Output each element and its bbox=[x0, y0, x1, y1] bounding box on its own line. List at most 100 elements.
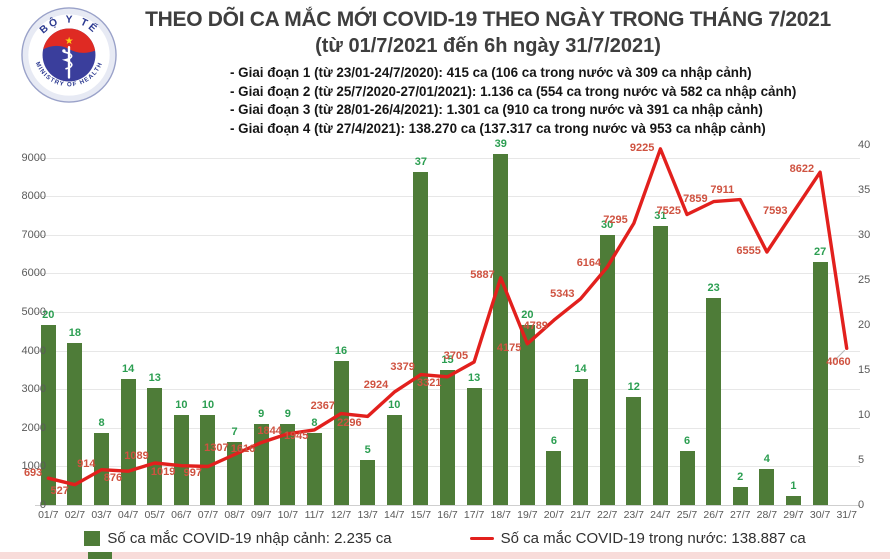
line-value-label: 3321 bbox=[417, 377, 442, 390]
bar-value-label: 27 bbox=[813, 246, 827, 258]
bar-18/7 bbox=[493, 154, 509, 505]
x-axis-tick: 21/7 bbox=[570, 509, 591, 521]
bar-30/7 bbox=[812, 262, 828, 505]
y-axis-tick-right: 5 bbox=[858, 454, 865, 466]
bar-value-label: 12 bbox=[627, 381, 640, 393]
plot-area: 20 18 8 14 13 10 10 7 9 9 8 16 5 10 37 15 13 39 20 6 14 30 12 3… bbox=[24, 138, 860, 506]
bottom-banner-green-box bbox=[88, 552, 112, 559]
y-axis-tick-left: 6000 bbox=[21, 267, 46, 280]
line-value-label: 2924 bbox=[363, 378, 389, 391]
line-value-label: 5887 bbox=[470, 269, 495, 282]
bar-value-label: 13 bbox=[467, 372, 481, 384]
x-axis-tick: 10/7 bbox=[277, 509, 299, 521]
line-value-label: 2296 bbox=[337, 416, 362, 429]
bar-23/7 bbox=[626, 397, 642, 505]
bar-value-label: 31 bbox=[654, 210, 667, 222]
bar-value-label: 9 bbox=[258, 408, 265, 420]
y-axis-tick-left: 3000 bbox=[21, 383, 46, 396]
bar-16/7 bbox=[440, 370, 455, 505]
grid-line bbox=[35, 311, 860, 313]
y-axis-tick-right: 35 bbox=[858, 184, 871, 196]
y-axis-tick-right: 25 bbox=[858, 274, 871, 286]
x-axis-tick: 06/7 bbox=[171, 509, 192, 521]
page-subtitle: (từ 01/7/2021 đến 6h ngày 31/7/2021) bbox=[315, 35, 661, 57]
line-value-label: 1089 bbox=[124, 450, 149, 463]
x-axis-tick: 26/7 bbox=[703, 509, 724, 521]
line-value-label: 1616 bbox=[230, 443, 256, 456]
bar-value-label: 39 bbox=[494, 138, 507, 150]
y-axis-tick-right: 10 bbox=[858, 409, 871, 421]
x-axis-tick: 17/7 bbox=[463, 509, 485, 521]
phase-summary-list: - Giai đoạn 1 (từ 23/01-24/7/2020): 415 … bbox=[110, 64, 866, 138]
bar-26/7 bbox=[706, 298, 722, 505]
line-value-label: 7593 bbox=[762, 205, 788, 218]
x-axis-tick: 14/7 bbox=[384, 509, 405, 521]
line-value-label: 1844 bbox=[257, 425, 282, 438]
grid-line bbox=[35, 273, 860, 275]
y-axis-tick-left: 4000 bbox=[21, 344, 46, 357]
y-axis-tick-left: 9000 bbox=[21, 151, 46, 164]
grid-line bbox=[35, 196, 860, 198]
y-axis-tick-left: 7000 bbox=[21, 228, 46, 241]
bar-value-label: 15 bbox=[441, 354, 454, 366]
bar-value-label: 1 bbox=[790, 480, 797, 492]
line-value-label: 6555 bbox=[736, 245, 761, 258]
x-axis-tick: 07/7 bbox=[197, 509, 219, 521]
x-axis-tick: 05/7 bbox=[144, 509, 165, 521]
bar-value-label: 20 bbox=[521, 309, 534, 321]
line-value-label: 7859 bbox=[683, 193, 708, 206]
bar-06/7 bbox=[173, 415, 189, 505]
bar-27/7 bbox=[732, 487, 748, 505]
bar-07/7 bbox=[200, 415, 216, 505]
bar-value-label: 6 bbox=[550, 435, 557, 447]
line-value-label: 1307 bbox=[204, 442, 229, 455]
y-axis-tick-left: 1000 bbox=[21, 460, 46, 473]
label-leader-line bbox=[834, 349, 846, 361]
x-axis-tick: 27/7 bbox=[730, 509, 751, 521]
bar-10/7 bbox=[280, 424, 296, 505]
bar-22/7 bbox=[599, 235, 615, 505]
line-value-label: 4060 bbox=[826, 356, 851, 369]
line-value-label: 914 bbox=[77, 458, 96, 471]
bar-21/7 bbox=[573, 379, 589, 505]
logo-red-flag bbox=[42, 28, 96, 53]
bar-25/7 bbox=[679, 451, 695, 505]
x-axis-tick: 25/7 bbox=[676, 509, 698, 521]
x-axis-tick: 13/7 bbox=[357, 509, 378, 521]
logo-star-icon: ★ bbox=[65, 36, 74, 47]
x-axis-tick: 16/7 bbox=[437, 509, 458, 521]
ministry-of-health-logo: BỘ Y TẾ MINISTRY OF HEALTH ★ bbox=[21, 7, 117, 103]
line-value-label: 5343 bbox=[550, 288, 575, 301]
bar-value-label: 14 bbox=[574, 363, 587, 375]
line-value-label: 693 bbox=[23, 466, 43, 479]
bar-value-label: 10 bbox=[388, 399, 401, 411]
phase-3-summary: - Giai đoạn 3 (từ 28/01-26/4/2021): 1.30… bbox=[230, 102, 763, 118]
x-axis-tick: 30/7 bbox=[809, 509, 831, 521]
bar-value-label: 8 bbox=[98, 417, 105, 429]
legend-item-domestic: Số ca mắc COVID-19 trong nước: 138.887 c… bbox=[469, 530, 806, 547]
bar-29/7 bbox=[785, 496, 801, 505]
line-value-label: 1945 bbox=[283, 430, 309, 443]
bottom-cropped-banner bbox=[0, 552, 890, 559]
grid-line bbox=[35, 350, 860, 352]
line-value-label: 9225 bbox=[629, 142, 655, 154]
bar-value-label: 4 bbox=[763, 453, 770, 465]
bar-28/7 bbox=[759, 469, 775, 505]
bar-17/7 bbox=[466, 388, 482, 505]
x-axis-line bbox=[35, 505, 860, 506]
x-axis-tick: 31/7 bbox=[836, 509, 857, 521]
line-value-label: 4175 bbox=[496, 342, 522, 355]
grid-line bbox=[35, 157, 860, 159]
legend-line-marker bbox=[469, 536, 494, 541]
legend-imported-label: Số ca mắc COVID-19 nhập cảnh: 2.235 ca bbox=[107, 530, 392, 547]
bar-20/7 bbox=[546, 451, 562, 505]
x-axis-tick: 01/7 bbox=[38, 509, 59, 521]
x-axis-tick: 12/7 bbox=[330, 509, 352, 521]
line-value-label: 4789 bbox=[523, 319, 548, 332]
bar-value-label: 10 bbox=[175, 399, 188, 411]
y-axis-tick-right: 30 bbox=[858, 229, 871, 241]
bar-value-label: 30 bbox=[601, 219, 614, 231]
line-value-label: 3705 bbox=[443, 350, 469, 363]
x-axis-tick: 19/7 bbox=[517, 509, 538, 521]
bar-value-label: 10 bbox=[201, 399, 215, 411]
